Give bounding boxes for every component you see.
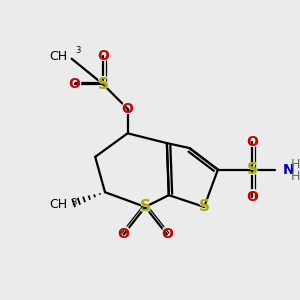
- Text: O: O: [245, 188, 260, 206]
- Text: S: S: [247, 162, 258, 177]
- Text: O: O: [116, 225, 131, 243]
- Text: O: O: [118, 227, 130, 242]
- Text: S: S: [139, 198, 152, 216]
- Text: O: O: [96, 47, 110, 65]
- Text: S: S: [198, 198, 211, 216]
- Text: O: O: [69, 77, 80, 91]
- Text: O: O: [245, 133, 260, 151]
- Text: O: O: [160, 225, 174, 243]
- Text: S: S: [98, 77, 109, 92]
- Text: N: N: [283, 160, 297, 178]
- Text: H: H: [290, 170, 300, 183]
- Text: S: S: [140, 200, 151, 214]
- Text: S: S: [246, 160, 259, 178]
- Text: CH: CH: [50, 199, 68, 212]
- Text: S: S: [199, 200, 210, 214]
- Text: H: H: [290, 158, 300, 171]
- Text: O: O: [246, 135, 258, 149]
- Text: O: O: [161, 227, 173, 242]
- Text: O: O: [121, 100, 135, 118]
- Text: N: N: [283, 163, 294, 177]
- Text: O: O: [68, 75, 82, 93]
- Text: 3: 3: [76, 46, 81, 55]
- Text: O: O: [122, 102, 134, 116]
- Text: 3: 3: [72, 198, 77, 207]
- Text: O: O: [97, 49, 109, 63]
- Text: CH: CH: [50, 50, 68, 63]
- Text: O: O: [246, 190, 258, 204]
- Text: S: S: [97, 75, 110, 93]
